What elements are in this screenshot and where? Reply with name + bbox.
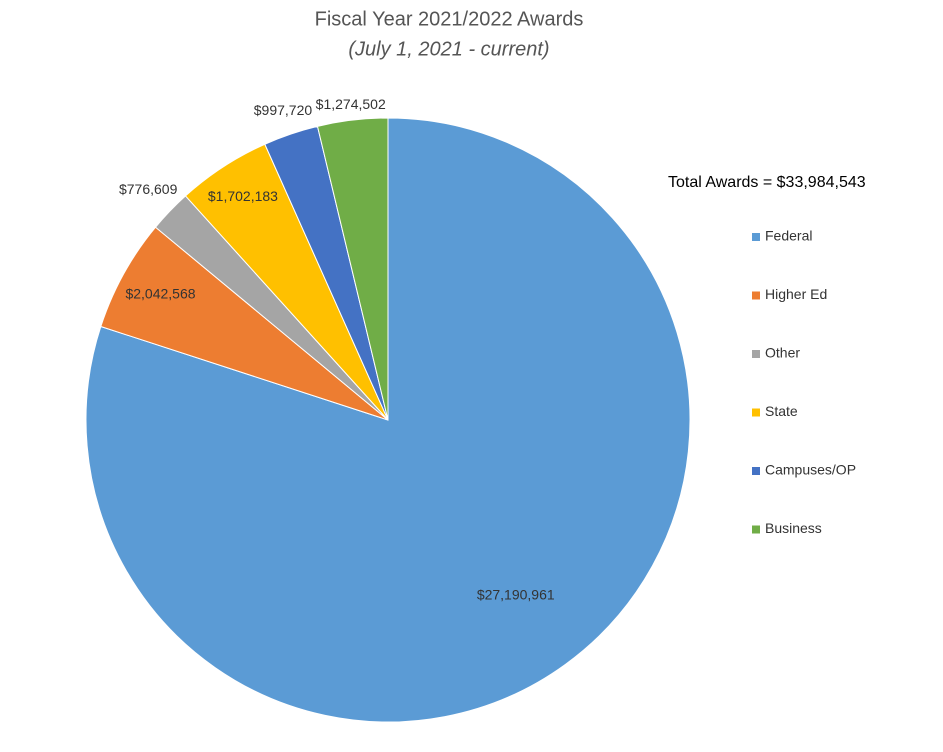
- legend-swatch: [752, 233, 760, 241]
- legend-label: Other: [765, 345, 800, 361]
- total-annotation: Total Awards = $33,984,543: [668, 174, 866, 191]
- legend-swatch: [752, 408, 760, 417]
- pie-slice: [316, 117, 389, 421]
- legend-label: Campuses/OP: [765, 462, 856, 478]
- legend-label: Business: [765, 520, 822, 536]
- legend-swatch: [752, 350, 760, 358]
- data-label: $776,609: [119, 181, 178, 197]
- chart-subtitle: (July 1, 2021 - current): [348, 38, 549, 60]
- legend-swatch: [752, 291, 760, 300]
- data-label: $997,720: [254, 102, 313, 118]
- legend-label: Higher Ed: [765, 286, 827, 302]
- legend-label: Federal: [765, 228, 812, 244]
- legend-swatch: [752, 525, 760, 534]
- data-label: $2,042,568: [125, 285, 195, 301]
- data-label: $27,190,961: [477, 587, 555, 603]
- chart-title: Fiscal Year 2021/2022 Awards: [315, 8, 584, 30]
- legend-swatch: [752, 467, 760, 475]
- data-label: $1,702,183: [208, 188, 278, 204]
- legend-label: State: [765, 403, 798, 419]
- data-label: $1,274,502: [316, 96, 386, 112]
